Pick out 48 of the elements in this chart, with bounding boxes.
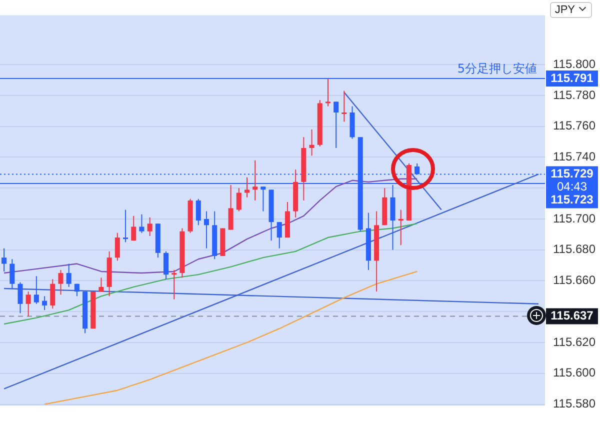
candlestick	[260, 186, 266, 212]
candlestick	[342, 90, 347, 122]
y-tick-label: 115.791	[550, 70, 594, 85]
y-tick-label: 115.620	[553, 334, 596, 349]
candlestick	[147, 216, 152, 236]
candlestick	[66, 263, 72, 288]
text: 04:43	[556, 180, 588, 194]
y-tick-label: 115.780	[553, 88, 596, 102]
candlestick	[244, 176, 250, 198]
candlestick	[334, 101, 339, 148]
candlestick	[139, 214, 144, 234]
y-tick-label: 115.660	[553, 273, 596, 288]
candlestick	[114, 232, 120, 262]
y-tick-label: 115.637	[550, 308, 594, 323]
y-tick-label: 115.600	[553, 366, 596, 380]
candlestick	[42, 296, 48, 311]
y-tick-label: 115.740	[553, 150, 596, 164]
candlestick	[2, 248, 7, 272]
text: JPY	[554, 4, 575, 16]
candlestick	[26, 291, 31, 317]
y-tick-label: 115.680	[553, 242, 596, 256]
candlestick	[196, 198, 201, 226]
candlestick	[276, 222, 282, 249]
y-tick-label: 115.580	[553, 396, 596, 411]
candlestick	[309, 128, 314, 156]
candlestick	[252, 160, 258, 201]
y-tick-label: 115.729	[550, 166, 594, 181]
candlestick	[123, 209, 128, 243]
candlestick	[236, 188, 242, 212]
candlestick	[325, 78, 330, 107]
candlestick	[131, 215, 136, 242]
candlestick	[98, 277, 104, 292]
ref-line-label: 5分足押し安値	[457, 62, 537, 76]
candlestick	[58, 269, 64, 296]
candlestick	[74, 283, 80, 297]
legend-label: 115.723	[550, 192, 594, 207]
y-tick-label: 115.800	[553, 56, 596, 71]
candlestick	[18, 282, 23, 314]
candlestick	[398, 209, 404, 246]
candlestick	[228, 184, 234, 230]
candlestick	[204, 210, 210, 249]
candlestick	[50, 278, 56, 310]
y-tick-label: 115.760	[553, 118, 596, 133]
candlestick	[10, 258, 15, 289]
candlestick	[164, 250, 169, 280]
y-tick-label: 115.700	[553, 211, 596, 226]
candlestick	[34, 276, 39, 304]
candlestick	[172, 269, 177, 300]
